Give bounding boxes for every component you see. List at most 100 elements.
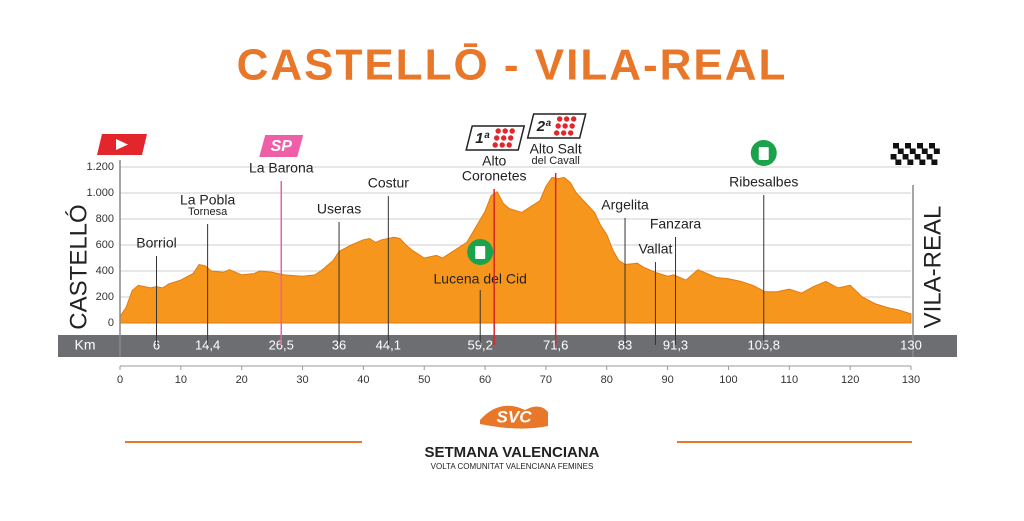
x-tick-label: 80 xyxy=(601,374,613,386)
waypoint-name: La Pobla xyxy=(180,192,235,208)
flag-cell xyxy=(902,154,909,160)
x-tick-label: 120 xyxy=(841,374,859,386)
x-tick-label: 100 xyxy=(719,374,737,386)
flag-cell xyxy=(897,148,904,154)
waypoint-name: Coronetes xyxy=(462,168,527,184)
flag-cell xyxy=(893,143,899,149)
kom-dot xyxy=(569,123,575,129)
flag-cell xyxy=(929,143,935,149)
kom-dot xyxy=(506,142,512,148)
logo-shape xyxy=(480,405,548,429)
waypoint-name: Fanzara xyxy=(650,216,702,232)
waypoint-name: Alto xyxy=(482,153,506,169)
x-tick-label: 10 xyxy=(175,374,187,386)
waypoint-name: Ribesalbes xyxy=(729,174,798,190)
x-tick-label: 40 xyxy=(357,374,369,386)
flag-cell xyxy=(899,143,905,149)
logo-title: SETMANA VALENCIANA xyxy=(425,444,600,461)
start-icon xyxy=(97,134,147,155)
flag-cell xyxy=(932,154,939,160)
waypoint-name: Borriol xyxy=(136,235,176,251)
flag-cell xyxy=(933,148,940,154)
flag-cell xyxy=(890,154,897,160)
x-tick-label: 0 xyxy=(117,374,123,386)
kom-dot xyxy=(509,128,515,134)
kom-dot xyxy=(501,135,507,141)
flag-cell xyxy=(891,148,898,154)
y-tick-label: 400 xyxy=(96,265,114,277)
kom-dot xyxy=(556,116,563,122)
flag-cell xyxy=(915,148,922,154)
flag-cell xyxy=(901,159,908,165)
waypoint-name: Alto Salt xyxy=(530,141,582,157)
badge-label: 1ª xyxy=(475,130,489,147)
flag-cell xyxy=(896,154,903,160)
kom-dot xyxy=(570,116,577,122)
flag-cell xyxy=(905,143,911,149)
badge-label: SP xyxy=(271,138,293,155)
finish-icon xyxy=(889,143,941,165)
kom-dot xyxy=(562,123,568,129)
flag-cell xyxy=(923,143,929,149)
kom-dot xyxy=(502,128,508,134)
kom-dot xyxy=(560,130,567,136)
y-tick-label: 800 xyxy=(96,213,114,225)
feed-icon-cup xyxy=(758,147,769,160)
x-tick-label: 20 xyxy=(236,374,248,386)
feed-icon-cup xyxy=(475,246,486,259)
flag-cell xyxy=(909,148,916,154)
kom-dot xyxy=(567,130,574,136)
flag-cell xyxy=(935,143,941,149)
kom-dot xyxy=(492,142,498,148)
start-name: CASTELLÓ xyxy=(65,204,92,329)
flag-cell xyxy=(914,154,921,160)
kom-dot xyxy=(495,128,501,134)
flag-cell xyxy=(908,154,915,160)
sprint-badge xyxy=(259,135,304,157)
waypoint-name: Costur xyxy=(368,175,410,191)
x-tick-label: 110 xyxy=(781,374,799,386)
waypoint-name: Vallat xyxy=(638,241,672,257)
waypoint-name: Lucena del Cid xyxy=(434,271,527,287)
flag-cell xyxy=(925,159,932,165)
km-label: 130 xyxy=(900,337,922,352)
flag-cell xyxy=(907,159,914,165)
waypoint-name: La Barona xyxy=(249,160,314,176)
x-tick-label: 70 xyxy=(540,374,552,386)
kom-dot xyxy=(555,123,561,129)
waypoint-name: Tornesa xyxy=(188,206,228,218)
x-tick-label: 130 xyxy=(902,374,920,386)
waypoint-name: del Cavall xyxy=(532,155,580,167)
flag-cell xyxy=(920,154,927,160)
km-axis-label: Km xyxy=(75,337,96,353)
flag-cell xyxy=(921,148,928,154)
kom-dot xyxy=(563,116,570,122)
kom-dot xyxy=(553,130,560,136)
flag-cell xyxy=(911,143,917,149)
kom-dot xyxy=(499,142,505,148)
y-tick-label: 1.000 xyxy=(86,187,114,199)
y-tick-label: 600 xyxy=(96,239,114,251)
flag-cell xyxy=(917,143,923,149)
kom-dot xyxy=(494,135,500,141)
waypoint-name: Useras xyxy=(317,201,361,217)
x-tick-label: 30 xyxy=(296,374,308,386)
waypoint-name: Argelita xyxy=(601,197,649,213)
kom-dot xyxy=(508,135,514,141)
flag-cell xyxy=(903,148,910,154)
flag-cell xyxy=(931,159,938,165)
x-tick-label: 60 xyxy=(479,374,491,386)
flag-cell xyxy=(919,159,926,165)
badge-label: 2ª xyxy=(536,118,551,135)
x-tick-label: 50 xyxy=(418,374,430,386)
y-tick-label: 1.200 xyxy=(86,161,114,173)
km-bar xyxy=(58,335,957,357)
y-tick-label: 0 xyxy=(108,317,114,329)
finish-name: VILA-REAL xyxy=(919,206,946,329)
flag-cell xyxy=(895,159,902,165)
flag-cell xyxy=(913,159,920,165)
flag-cell xyxy=(889,159,896,165)
flag-cell xyxy=(926,154,933,160)
elevation-area xyxy=(119,176,912,324)
